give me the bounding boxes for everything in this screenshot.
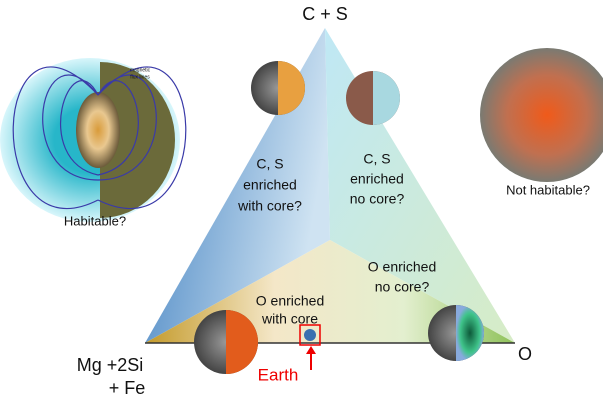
region-label: C, S	[363, 151, 390, 167]
planet-core	[226, 310, 258, 374]
region-label: C, S	[256, 156, 283, 172]
vertex-label: Mg +2Si	[77, 355, 144, 375]
label: Earth	[258, 365, 299, 384]
note: flux lines	[130, 74, 150, 80]
arrow-head	[306, 346, 316, 354]
earth-box	[299, 324, 321, 346]
planet-core	[456, 305, 484, 361]
region-label: with core	[261, 311, 318, 327]
region-label: enriched	[350, 171, 404, 187]
flux-lines	[12, 66, 187, 209]
region-label: no core?	[375, 279, 430, 295]
vertex-label: O	[518, 344, 532, 364]
planet-cut	[373, 71, 400, 125]
planet-core	[278, 61, 305, 115]
region-label: O enriched	[256, 293, 324, 309]
note: magnetic	[130, 67, 151, 73]
region-label: enriched	[243, 177, 297, 193]
vertex-label: + Fe	[109, 378, 146, 398]
region-label: no core?	[350, 191, 405, 207]
label: Habitable?	[64, 213, 126, 228]
planet-half	[100, 62, 175, 218]
region-label: with core?	[237, 198, 302, 214]
planet	[480, 48, 603, 182]
vertex-label: C + S	[302, 4, 348, 24]
region-label: O enriched	[368, 259, 436, 275]
earth	[304, 329, 316, 341]
label: Not habitable?	[506, 182, 590, 197]
planet-core	[76, 92, 120, 168]
